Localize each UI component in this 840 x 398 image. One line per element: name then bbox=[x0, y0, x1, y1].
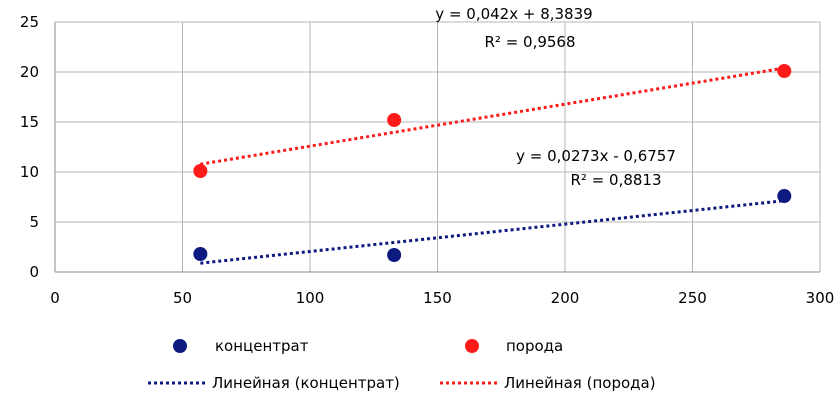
legend: концентрат порода Линейная (концентрат) Лин… bbox=[148, 337, 656, 392]
x-tick-label: 300 bbox=[806, 289, 835, 307]
y-tick-label: 15 bbox=[20, 113, 39, 131]
data-point bbox=[193, 164, 208, 178]
data-point bbox=[387, 113, 402, 127]
legend-trendline-label: Линейная (порода) bbox=[504, 374, 656, 392]
x-tick-label: 50 bbox=[173, 289, 192, 307]
y-tick-label: 20 bbox=[20, 63, 39, 81]
tick-labels: 0 50 100 150 200 250 300 0 5 10 15 20 25 bbox=[20, 13, 834, 307]
trendline-r2: R² = 0,8813 bbox=[570, 171, 661, 189]
grid bbox=[54, 21, 821, 273]
legend-label: порода bbox=[506, 337, 563, 355]
x-tick-label: 150 bbox=[423, 289, 452, 307]
x-tick-label: 200 bbox=[551, 289, 580, 307]
data-point bbox=[193, 247, 208, 261]
y-tick-label: 10 bbox=[20, 163, 39, 181]
x-tick-label: 0 bbox=[50, 289, 60, 307]
legend-trendline-label: Линейная (концентрат) bbox=[212, 374, 400, 392]
trendlines bbox=[200, 66, 785, 265]
trendline-equation: y = 0,042x + 8,3839 bbox=[435, 5, 592, 23]
axes bbox=[54, 22, 820, 273]
trendline-equation: y = 0,0273x - 0,6757 bbox=[516, 147, 676, 165]
data-points bbox=[193, 64, 792, 262]
trendline bbox=[200, 199, 785, 265]
trendline-equations: y = 0,0273x - 0,6757 R² = 0,8813 y = 0,042… bbox=[435, 5, 676, 189]
y-tick-label: 0 bbox=[29, 263, 39, 281]
trendline bbox=[200, 66, 785, 166]
y-tick-label: 25 bbox=[20, 13, 39, 31]
legend-label: концентрат bbox=[215, 337, 309, 355]
data-point bbox=[387, 248, 402, 262]
legend-marker bbox=[173, 339, 187, 353]
trendline-r2: R² = 0,9568 bbox=[484, 33, 575, 51]
x-tick-label: 100 bbox=[296, 289, 325, 307]
y-tick-label: 5 bbox=[29, 213, 39, 231]
legend-marker bbox=[465, 339, 479, 353]
x-tick-label: 250 bbox=[678, 289, 707, 307]
data-point bbox=[777, 189, 792, 203]
data-point bbox=[777, 64, 792, 78]
